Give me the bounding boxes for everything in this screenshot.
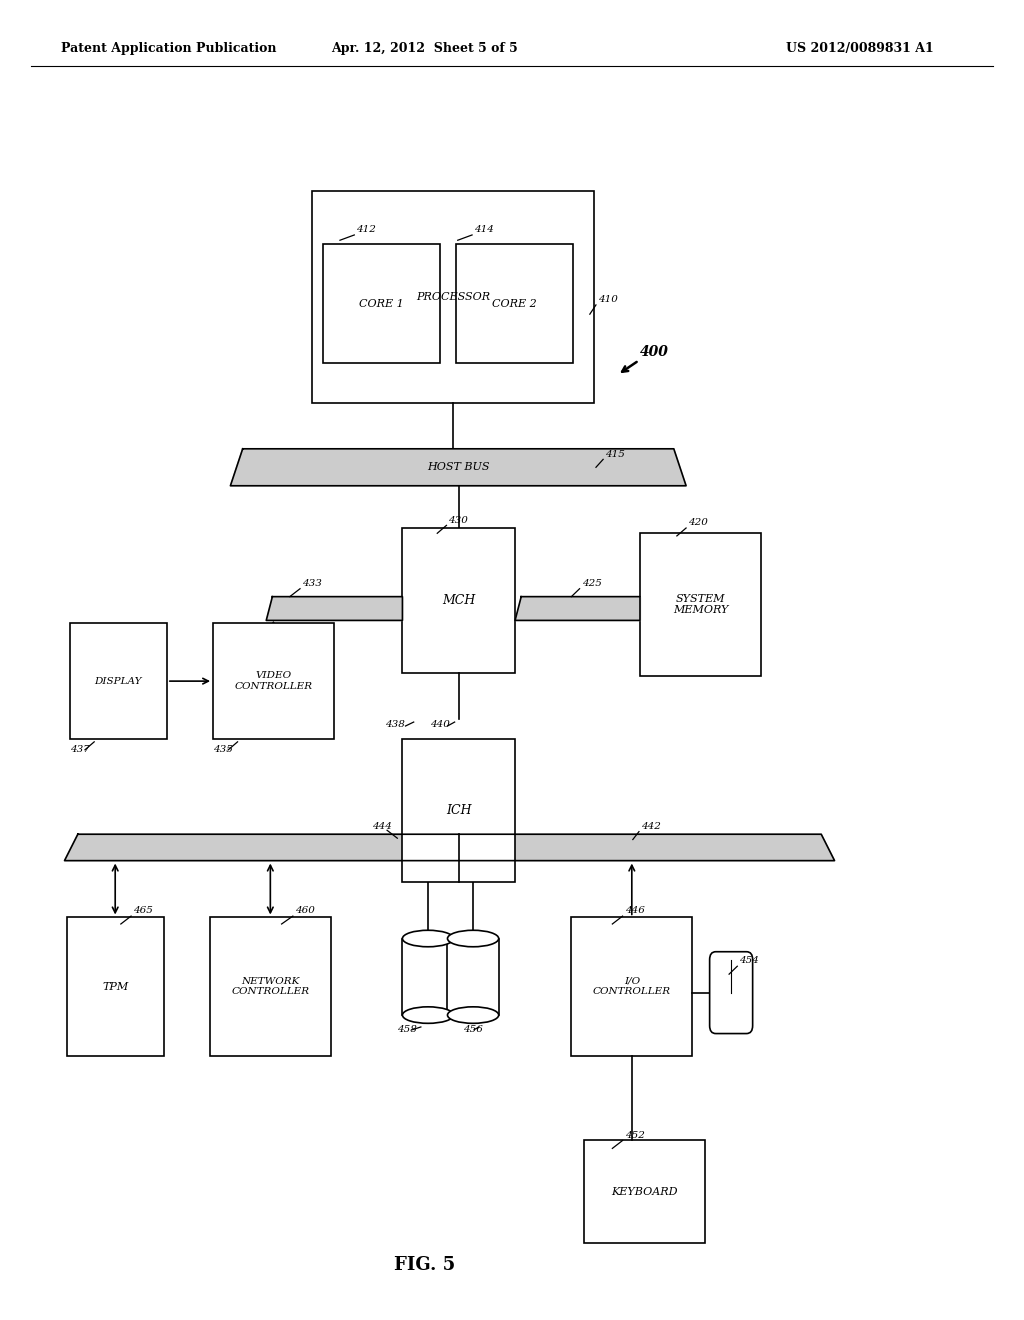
Text: 454: 454: [739, 957, 759, 965]
Text: NETWORK
CONTROLLER: NETWORK CONTROLLER: [231, 977, 309, 997]
Polygon shape: [230, 449, 686, 486]
Text: KEYBOARD: KEYBOARD: [611, 1187, 677, 1197]
Text: MCH: MCH: [442, 594, 475, 607]
Ellipse shape: [402, 1007, 454, 1023]
Text: DISPLAY: DISPLAY: [94, 677, 142, 685]
Text: 437: 437: [70, 746, 89, 754]
Text: CORE 1: CORE 1: [359, 298, 403, 309]
Ellipse shape: [447, 1007, 499, 1023]
FancyBboxPatch shape: [710, 952, 753, 1034]
Bar: [70, 623, 167, 739]
Bar: [323, 244, 440, 363]
Text: US 2012/0089831 A1: US 2012/0089831 A1: [786, 42, 934, 55]
Text: 415: 415: [605, 450, 625, 458]
Polygon shape: [65, 834, 835, 861]
Bar: [640, 533, 761, 676]
Text: CORE 2: CORE 2: [493, 298, 537, 309]
Text: 452: 452: [625, 1131, 644, 1139]
Text: FIG. 5: FIG. 5: [394, 1255, 456, 1274]
Bar: [447, 939, 499, 1015]
Text: PROCESSOR: PROCESSOR: [416, 292, 490, 302]
Text: 430: 430: [449, 516, 468, 524]
Text: 444: 444: [372, 822, 391, 830]
Bar: [402, 528, 515, 673]
Text: 438: 438: [385, 721, 404, 729]
Text: I/O
CONTROLLER: I/O CONTROLLER: [593, 977, 671, 997]
Bar: [402, 739, 515, 882]
Text: 456: 456: [463, 1026, 482, 1034]
Polygon shape: [266, 597, 402, 620]
Text: 442: 442: [641, 822, 660, 830]
Text: Patent Application Publication: Patent Application Publication: [61, 42, 276, 55]
Bar: [456, 244, 573, 363]
Text: SYSTEM
MEMORY: SYSTEM MEMORY: [673, 594, 728, 615]
Polygon shape: [515, 597, 640, 620]
Text: 425: 425: [582, 579, 601, 587]
Text: 435: 435: [213, 746, 232, 754]
Bar: [584, 1140, 705, 1243]
Bar: [213, 623, 334, 739]
Text: ICH: ICH: [446, 804, 471, 817]
Text: HOST BUS: HOST BUS: [427, 462, 489, 473]
Text: 410: 410: [598, 296, 617, 304]
Bar: [571, 917, 692, 1056]
Bar: [402, 939, 454, 1015]
Bar: [312, 191, 594, 403]
Ellipse shape: [402, 931, 454, 946]
Text: 465: 465: [133, 907, 153, 915]
Text: 433: 433: [302, 579, 322, 587]
Text: 414: 414: [474, 226, 494, 234]
Text: 460: 460: [295, 907, 314, 915]
Text: 458: 458: [397, 1026, 417, 1034]
Text: 446: 446: [625, 907, 644, 915]
Ellipse shape: [447, 931, 499, 946]
Bar: [210, 917, 331, 1056]
Text: Apr. 12, 2012  Sheet 5 of 5: Apr. 12, 2012 Sheet 5 of 5: [332, 42, 518, 55]
Text: VIDEO
CONTROLLER: VIDEO CONTROLLER: [234, 672, 312, 690]
Text: 420: 420: [688, 519, 708, 527]
Text: TPM: TPM: [102, 982, 128, 991]
Text: 412: 412: [356, 226, 376, 234]
Text: 400: 400: [640, 346, 669, 359]
Text: 440: 440: [430, 721, 450, 729]
Bar: [67, 917, 164, 1056]
